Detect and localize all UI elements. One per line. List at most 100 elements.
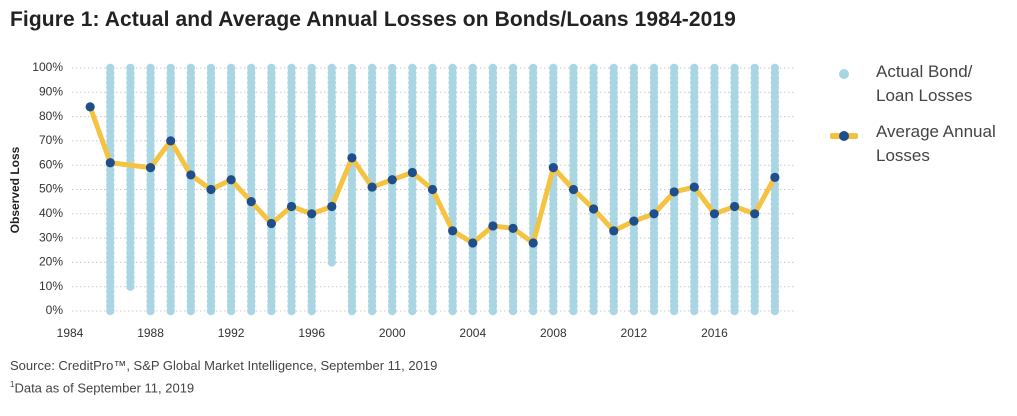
average-point [387,175,397,185]
source-note: Source: CreditPro™, S&P Global Market In… [10,358,438,373]
average-point [226,175,236,185]
scatter-point [589,63,598,73]
average-point [468,238,478,248]
scatter-point [166,63,175,73]
legend-label-average-losses: Average Annual Losses [876,122,996,165]
scatter-point [448,63,457,73]
y-axis-label: Observed Loss [8,146,22,233]
average-point [427,184,438,195]
scatter-point [549,63,558,73]
scatter-point [690,63,699,73]
average-point [186,170,196,180]
y-tick-label: 40% [39,206,63,220]
scatter-point [569,63,578,73]
scatter-point [669,63,679,73]
y-axis: 0% 10% 20% 30% 40% 50% 60% 70% 80% 90% 100% [32,60,63,317]
footnote: 1Data as of September 11, 2019 [10,380,194,395]
chart-title: Figure 1: Actual and Average Annual Loss… [10,8,736,31]
average-point [709,209,720,219]
average-point [609,226,619,236]
y-tick-label: 0% [46,303,64,317]
scatter-point [508,63,518,73]
footnote-mark: 1 [10,380,15,389]
x-tick-label: 1992 [218,326,245,340]
average-point [407,167,417,178]
average-point [327,201,337,212]
x-tick-label: 2008 [540,326,567,340]
average-point [548,163,558,173]
scatter-point [226,63,236,73]
average-point [307,209,317,219]
average-point [145,163,156,173]
scatter-point [528,63,538,73]
average-point [528,238,538,248]
legend-label-actual-losses: Actual Bond/ Loan Losses [876,62,973,105]
scatter-point [267,63,276,73]
average-point [347,153,357,163]
average-point [750,209,760,219]
average-point [649,209,659,219]
scatter-point [649,63,659,73]
y-tick-label: 90% [39,84,63,98]
average-point [770,172,780,182]
scatter-point [287,63,296,73]
average-point [488,221,498,231]
average-line-series [85,102,780,248]
scatter-point [146,63,155,73]
scatter-point [428,63,437,73]
average-point [85,102,95,112]
scatter-series [106,63,780,316]
x-tick-label: 1984 [57,326,84,340]
x-axis: 1984 1988 1992 1996 2000 2004 2008 2012 2016 [57,326,728,340]
x-tick-label: 2016 [701,326,728,340]
footnote-text: Data as of September 11, 2019 [14,380,195,396]
scatter-point [307,63,316,73]
scatter-point [710,63,719,73]
y-tick-label: 70% [39,133,63,147]
legend-item-average-losses: Average Annual Losses [830,120,1015,180]
average-point [729,201,740,212]
y-tick-label: 20% [39,255,63,269]
x-tick-label: 1988 [137,326,164,340]
legend-item-actual-losses: Actual Bond/ Loan Losses [830,60,1015,120]
average-point [508,223,518,233]
x-tick-label: 2000 [379,326,406,340]
scatter-point [106,63,115,73]
average-line [87,104,778,246]
scatter-point [488,63,498,73]
x-tick-label: 1996 [298,326,325,340]
scatter-point [468,63,477,73]
average-point [105,158,115,168]
scatter-point [327,63,337,73]
y-tick-label: 50% [39,182,63,196]
average-point [286,201,297,212]
y-tick-label: 60% [39,157,63,171]
scatter-point [770,63,780,73]
x-tick-label: 2012 [621,326,648,340]
legend: Actual Bond/ Loan Losses Average Annual … [830,60,1015,180]
scatter-point [126,63,135,73]
average-point [246,197,256,207]
average-point [589,204,599,214]
scatter-point [247,63,256,73]
scatter-point [750,63,759,73]
legend-marker-icon [839,131,849,141]
legend-dot-icon [839,69,849,79]
average-point [689,182,699,192]
average-point [166,136,176,146]
scatter-point [730,63,739,73]
y-tick-label: 100% [32,60,63,74]
average-point [629,216,639,226]
scatter-point [206,63,216,73]
average-point [669,187,679,197]
scatter-point [347,63,357,73]
scatter-point [408,63,417,73]
y-tick-label: 30% [39,230,63,244]
average-point [568,184,579,195]
average-point [448,226,458,236]
y-tick-label: 80% [39,109,63,123]
scatter-point [629,63,639,73]
x-tick-label: 2004 [459,326,486,340]
scatter-point [609,63,618,73]
scatter-point [186,63,196,73]
